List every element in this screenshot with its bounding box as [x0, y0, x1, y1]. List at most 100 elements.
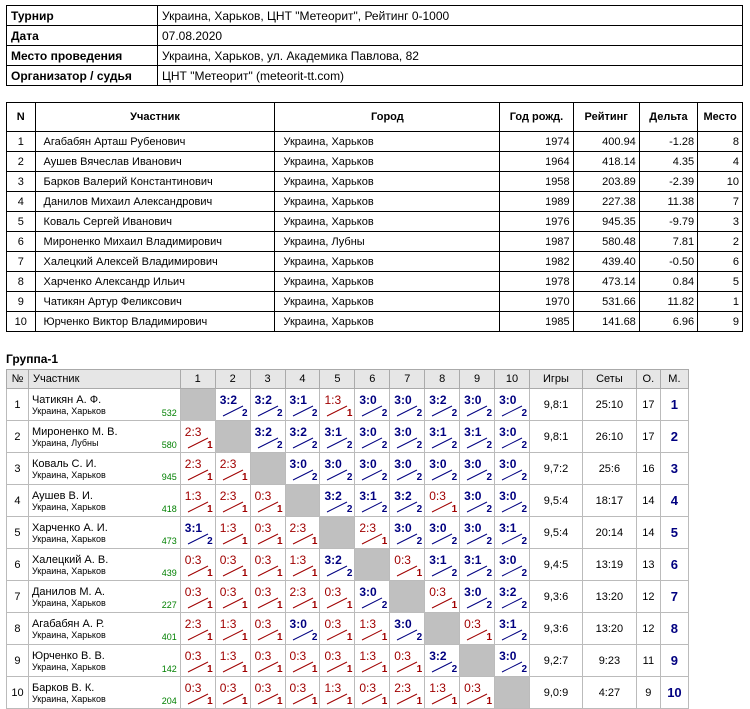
score-slash-icon	[292, 437, 313, 449]
participant-cell: 1	[6, 131, 36, 152]
group-row: 2 Мироненко М. В. Украина, Лубны 580 2:3 1 3:2…	[6, 420, 690, 453]
group-player: Юрченко В. В. Украина, Харьков 142	[27, 644, 181, 677]
match-result-cell: 3:0 2	[354, 452, 391, 485]
match-score: 2:3	[219, 457, 237, 471]
group-games: 9,5:4	[529, 516, 583, 549]
match-points: 1	[416, 664, 423, 675]
match-result: 3:2 2	[390, 486, 424, 515]
match-points: 2	[346, 472, 353, 483]
score-slash-icon	[431, 405, 453, 417]
match-result-cell: 3:0 2	[284, 612, 321, 645]
match-score: 3:0	[464, 521, 482, 535]
player-city: Украина, Харьков	[31, 661, 106, 672]
participant-row: 10 Юрченко Виктор Владимирович Украина, Ха…	[6, 311, 743, 332]
participant-cell: Украина, Харьков	[274, 191, 501, 212]
match-result: 0:3 1	[460, 678, 494, 707]
match-result: 3:0 2	[460, 582, 494, 611]
score-slash-icon	[292, 661, 313, 673]
participants-header: Место	[697, 102, 743, 132]
score-slash-icon	[222, 533, 243, 545]
match-result-cell: 0:3 1	[424, 580, 461, 613]
player-rating: 204	[161, 696, 177, 706]
group-points: 9	[635, 676, 661, 709]
match-score: 2:3	[184, 425, 202, 439]
match-result: 2:3 1	[216, 454, 250, 483]
group-row: 7 Данилов М. А. Украина, Харьков 227 0:3 1 0:3…	[6, 580, 690, 613]
match-result-cell: 0:3 1	[249, 516, 286, 549]
participant-row: 8 Харченко Александр Ильич Украина, Харько…	[6, 271, 743, 292]
match-result: 3:0 2	[390, 614, 424, 643]
score-slash-icon	[222, 501, 243, 513]
match-points: 1	[346, 696, 353, 707]
player-name: Агабабян А. Р.	[31, 617, 105, 630]
match-result-cell: 3:0 2	[494, 452, 530, 485]
participant-cell: 1964	[499, 151, 574, 172]
group-games: 9,5:4	[529, 484, 583, 517]
group-header: 1	[179, 369, 216, 389]
score-slash-icon	[327, 469, 348, 481]
match-points: 1	[276, 632, 283, 643]
score-slash-icon	[187, 565, 208, 577]
match-result: 1:3 1	[216, 646, 250, 675]
participant-cell: Халецкий Алексей Владимирович	[34, 251, 276, 272]
match-points: 2	[521, 504, 527, 515]
match-result: 1:3 1	[320, 678, 354, 707]
match-score: 0:3	[429, 489, 446, 503]
player-rating: 142	[161, 664, 177, 674]
participant-cell: Коваль Сергей Иванович	[34, 211, 276, 232]
match-result: 3:0 2	[286, 614, 320, 643]
match-result-cell: 3:1 2	[494, 516, 530, 549]
score-slash-icon	[257, 661, 278, 673]
player-city: Украина, Харьков	[31, 597, 106, 608]
match-result-cell: 0:3 1	[319, 644, 356, 677]
match-result-cell: 3:0 2	[319, 452, 356, 485]
group-header: 4	[284, 369, 321, 389]
match-score: 3:0	[359, 393, 377, 407]
match-result: 3:2 2	[425, 390, 459, 419]
info-row: Место проведения Украина, Харьков, ул. Ак…	[6, 45, 743, 66]
score-slash-icon	[397, 661, 418, 673]
match-score: 3:2	[324, 489, 342, 503]
group-player: Данилов М. А. Украина, Харьков 227	[27, 580, 181, 613]
match-result-cell: 3:2 2	[249, 420, 286, 453]
match-points: 1	[242, 536, 248, 547]
match-points: 2	[416, 440, 423, 451]
match-result-cell: 3:2 2	[249, 388, 286, 421]
participant-cell: 1958	[499, 171, 574, 192]
participant-cell: 2	[697, 231, 743, 252]
match-result-cell: 3:0 2	[389, 612, 426, 645]
participants-header: N	[6, 102, 36, 132]
match-points: 2	[451, 536, 458, 547]
match-points: 1	[276, 568, 283, 579]
participant-cell: Украина, Харьков	[274, 171, 501, 192]
participant-cell: 3	[6, 171, 36, 192]
match-score: 0:3	[394, 649, 411, 663]
tournament-info-table: Турнир Украина, Харьков, ЦНТ "Метеорит", …	[6, 5, 743, 86]
score-slash-icon	[466, 629, 488, 641]
info-value: Украина, Харьков, ЦНТ "Метеорит", Рейтин…	[157, 5, 743, 26]
participant-cell: 1	[697, 291, 743, 312]
diagonal-cell	[179, 388, 216, 421]
score-slash-icon	[397, 533, 418, 545]
group-games: 9,7:2	[529, 452, 583, 485]
match-result: 1:3 1	[355, 614, 389, 643]
match-score: 3:2	[499, 585, 517, 599]
diagonal-cell	[284, 484, 321, 517]
match-score: 1:3	[219, 617, 237, 631]
group-row: 3 Коваль С. И. Украина, Харьков 945 2:3 1 2:3 1…	[6, 452, 690, 485]
match-result-cell: 3:0 2	[389, 516, 426, 549]
match-score: 0:3	[254, 681, 272, 695]
diagonal-cell	[459, 644, 496, 677]
match-result: 3:2 2	[216, 390, 250, 419]
group-header: 5	[319, 369, 356, 389]
group-results-table: № Участник 1 2 3 4 5 6 7 8 9 10 Игры Сеты О. М. 1 Чатикя…	[6, 369, 690, 709]
match-points: 2	[381, 472, 388, 483]
match-result: 1:3 1	[320, 390, 354, 419]
participant-cell: 203.89	[572, 171, 640, 192]
diagonal-cell	[389, 580, 426, 613]
group-row-number: 10	[6, 676, 29, 709]
match-score: 3:0	[394, 521, 412, 535]
match-points: 2	[486, 536, 493, 547]
match-points: 1	[276, 536, 283, 547]
group-header: 8	[424, 369, 461, 389]
